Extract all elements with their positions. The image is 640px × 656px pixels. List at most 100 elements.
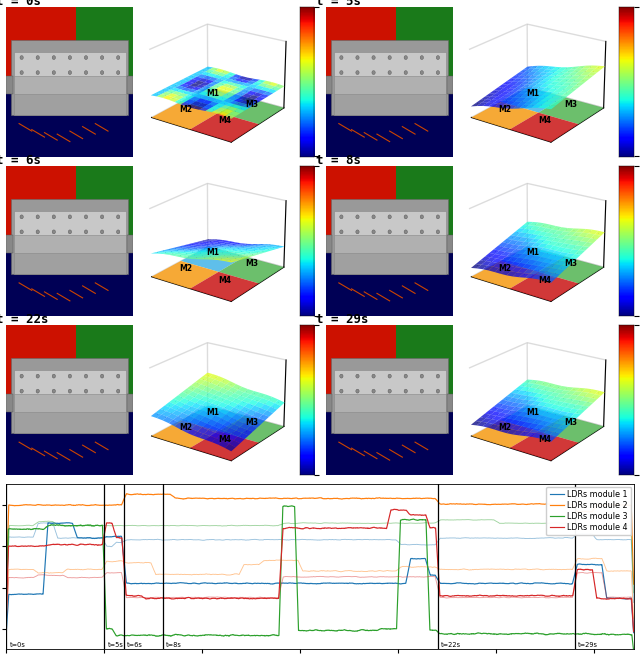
Circle shape (356, 374, 359, 378)
Line: LDRs module 1: LDRs module 1 (6, 523, 634, 632)
Bar (6, 403, 133, 475)
Circle shape (84, 230, 88, 234)
Circle shape (436, 56, 440, 60)
Circle shape (372, 56, 375, 60)
Bar (6, 75, 13, 94)
Circle shape (404, 215, 408, 219)
LDRs module 3 (3, 596, 10, 604)
Bar (14, 394, 126, 415)
Bar (6, 85, 133, 157)
Circle shape (420, 71, 424, 75)
Bar (76, 7, 133, 89)
Bar (332, 358, 448, 433)
LDRs module 2 (131, 490, 139, 498)
LDRs module 1 (401, 579, 409, 587)
Bar (76, 325, 133, 407)
Circle shape (52, 374, 56, 378)
Bar (6, 394, 13, 412)
Circle shape (68, 215, 72, 219)
Circle shape (36, 71, 40, 75)
Line: LDRs module 2: LDRs module 2 (6, 494, 634, 584)
Circle shape (36, 215, 40, 219)
Circle shape (116, 215, 120, 219)
Circle shape (100, 389, 104, 393)
Circle shape (20, 71, 23, 75)
Circle shape (68, 389, 72, 393)
Circle shape (356, 56, 359, 60)
Bar (326, 244, 453, 316)
Circle shape (372, 215, 375, 219)
Bar (334, 94, 445, 115)
Circle shape (436, 215, 440, 219)
Bar (127, 75, 133, 94)
Bar (12, 358, 129, 433)
Bar (396, 325, 453, 407)
Circle shape (340, 215, 343, 219)
Bar (14, 94, 126, 115)
Bar (6, 7, 76, 89)
LDRs module 1 (630, 628, 637, 636)
Circle shape (356, 389, 359, 393)
LDRs module 2 (456, 500, 464, 508)
Circle shape (100, 56, 104, 60)
Circle shape (420, 56, 424, 60)
Bar (6, 166, 76, 249)
Bar (326, 394, 333, 412)
Circle shape (356, 215, 359, 219)
LDRs module 4 (456, 592, 464, 600)
Text: t = 8s: t = 8s (316, 154, 361, 167)
Line: LDRs module 4: LDRs module 4 (6, 509, 634, 631)
Circle shape (420, 215, 424, 219)
Bar (12, 39, 129, 115)
Circle shape (420, 374, 424, 378)
Circle shape (388, 56, 391, 60)
Circle shape (404, 230, 408, 234)
Circle shape (436, 71, 440, 75)
Bar (6, 235, 13, 253)
Bar (334, 235, 445, 256)
Circle shape (52, 215, 56, 219)
Bar (127, 394, 133, 412)
Bar (12, 199, 129, 274)
LDRs module 2 (401, 495, 409, 502)
LDRs module 3 (497, 630, 504, 638)
Circle shape (100, 71, 104, 75)
Circle shape (372, 230, 375, 234)
Circle shape (340, 71, 343, 75)
Bar (334, 370, 445, 397)
Text: t=22s: t=22s (440, 642, 461, 647)
LDRs module 3 (287, 502, 295, 510)
Circle shape (372, 389, 375, 393)
Circle shape (20, 230, 23, 234)
Circle shape (68, 71, 72, 75)
Text: t = 0s: t = 0s (0, 0, 41, 8)
Bar (326, 75, 333, 94)
Text: t = 29s: t = 29s (316, 313, 369, 326)
Circle shape (420, 389, 424, 393)
Bar (6, 325, 76, 407)
Text: t=8s: t=8s (166, 642, 182, 647)
Text: t=5s: t=5s (108, 642, 124, 647)
Circle shape (116, 230, 120, 234)
Bar (14, 52, 126, 79)
LDRs module 3 (456, 630, 464, 638)
Circle shape (116, 56, 120, 60)
LDRs module 1 (534, 579, 542, 587)
Bar (334, 52, 445, 79)
Circle shape (36, 230, 40, 234)
Text: t=0s: t=0s (10, 642, 25, 647)
LDRs module 1 (3, 626, 10, 634)
LDRs module 1 (131, 580, 139, 588)
Circle shape (68, 230, 72, 234)
LDRs module 2 (123, 490, 131, 498)
Text: t = 6s: t = 6s (0, 154, 41, 167)
Circle shape (36, 374, 40, 378)
Circle shape (116, 389, 120, 393)
Text: t = 22s: t = 22s (0, 313, 49, 326)
Circle shape (388, 215, 391, 219)
Bar (76, 166, 133, 249)
Circle shape (436, 230, 440, 234)
LDRs module 2 (497, 501, 504, 508)
Circle shape (340, 56, 343, 60)
Text: t=6s: t=6s (127, 642, 143, 647)
